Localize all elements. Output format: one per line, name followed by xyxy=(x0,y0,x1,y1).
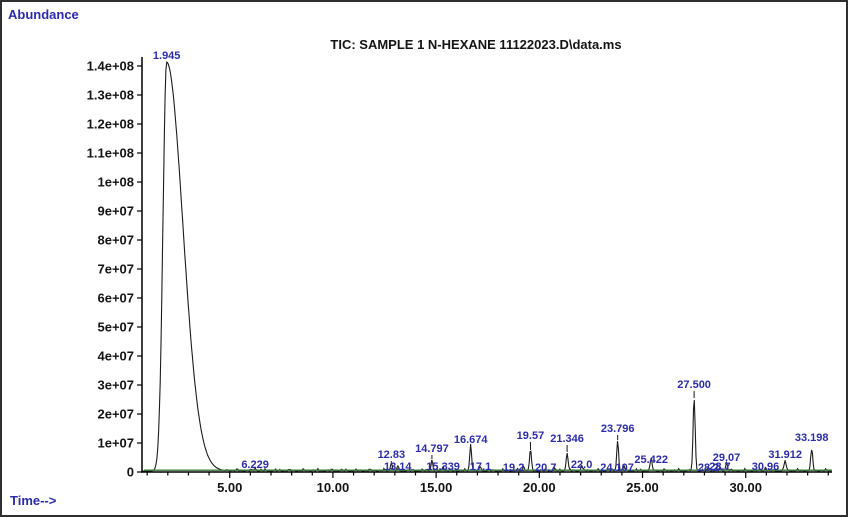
y-tick-label: 1.4e+08 xyxy=(87,59,134,74)
x-axis-title: Time--> xyxy=(10,493,57,508)
peak-label: 13.14 xyxy=(384,461,412,473)
x-tick-label: 20.00 xyxy=(523,480,556,495)
y-tick-label: 7e+07 xyxy=(97,262,134,277)
peak-label: 14.797 xyxy=(415,443,449,455)
y-axis-title: Abundance xyxy=(8,7,79,22)
y-tick-label: 1.2e+08 xyxy=(87,117,134,132)
peak-label: 19.57 xyxy=(517,430,545,442)
x-tick-label: 15.00 xyxy=(420,480,453,495)
peak-label: 24.107 xyxy=(600,462,634,474)
y-tick-label: 4e+07 xyxy=(97,349,134,364)
peak-label: 28.7 xyxy=(709,461,730,473)
peak-label: 29.07 xyxy=(713,452,741,464)
peak-label: 31.912 xyxy=(768,449,802,461)
tic-trace xyxy=(142,60,832,473)
chromatogram-title: TIC: SAMPLE 1 N-HEXANE 11122023.D\data.m… xyxy=(330,37,622,52)
peak-label: 22.0 xyxy=(571,459,592,471)
y-tick-label: 0 xyxy=(127,465,134,480)
peak-label: 20.7 xyxy=(535,462,556,474)
peak-label: 30.96 xyxy=(752,461,780,473)
peak-label: 21.346 xyxy=(550,433,584,445)
y-tick-label: 8e+07 xyxy=(97,233,134,248)
y-tick-label: 1e+08 xyxy=(97,175,134,190)
y-tick-label: 1.3e+08 xyxy=(87,88,134,103)
peak-label: 23.796 xyxy=(601,423,635,435)
y-tick-label: 5e+07 xyxy=(97,320,134,335)
peak-label: 25.422 xyxy=(634,454,668,466)
peak-label: 16.674 xyxy=(454,434,489,446)
y-tick-label: 1e+07 xyxy=(97,436,134,451)
y-tick-label: 6e+07 xyxy=(97,291,134,306)
peak-label: 17.1 xyxy=(470,461,491,473)
peak-label: 27.500 xyxy=(677,379,711,391)
peak-label: 33.198 xyxy=(795,432,829,444)
x-tick-label: 25.00 xyxy=(626,480,659,495)
y-tick-label: 9e+07 xyxy=(97,204,134,219)
peak-label: 1.945 xyxy=(153,50,181,62)
peak-label: 19.2 xyxy=(503,462,524,474)
y-tick-label: 2e+07 xyxy=(97,407,134,422)
x-tick-label: 5.00 xyxy=(217,480,242,495)
x-tick-label: 30.00 xyxy=(729,480,762,495)
peak-label: 15.339 xyxy=(426,461,460,473)
peak-label: 28.2 xyxy=(698,462,719,474)
peak-label: 12.83 xyxy=(378,449,406,461)
y-tick-label: 3e+07 xyxy=(97,378,134,393)
peak-label: 6.229 xyxy=(241,459,269,471)
x-tick-label: 10.00 xyxy=(317,480,350,495)
y-tick-label: 1.1e+08 xyxy=(87,146,134,161)
